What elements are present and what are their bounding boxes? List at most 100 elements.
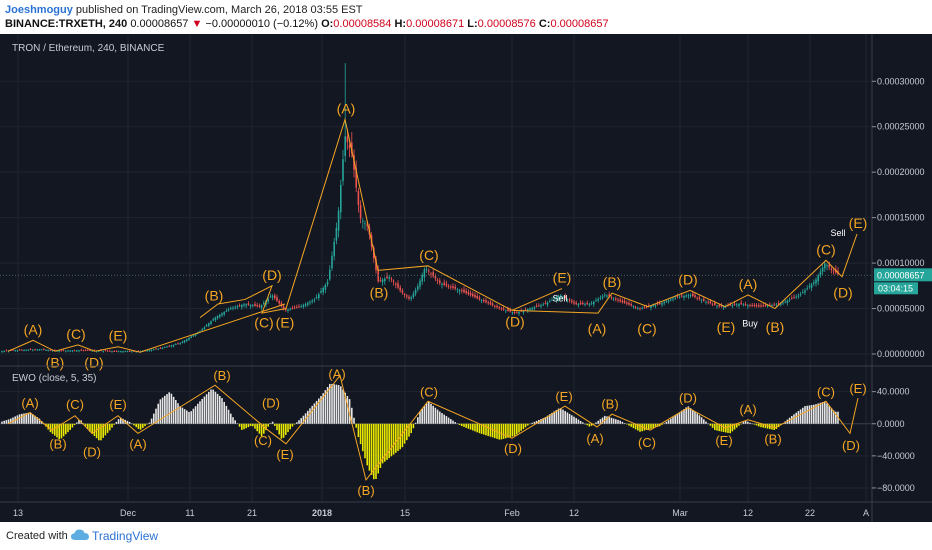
wave-label: (C): [419, 247, 438, 263]
oscillator-bar: [608, 417, 610, 424]
oscillator-wave-label: (B): [357, 483, 374, 498]
candle-body: [340, 184, 342, 213]
candle-body: [498, 307, 500, 309]
oscillator-wave-label: (A): [129, 436, 146, 451]
oscillator-bar: [73, 423, 76, 426]
oscillator-bar: [766, 423, 769, 429]
candle-body: [269, 296, 272, 298]
candle-body: [357, 191, 360, 205]
oscillator-bar: [617, 419, 619, 424]
candle-body: [254, 304, 256, 306]
oscillator-bar: [665, 421, 668, 424]
oscillator-wave-label: (B): [49, 436, 66, 451]
oscillator-bar: [821, 402, 824, 424]
oscillator-bar: [412, 423, 415, 429]
oscillator-bar: [190, 411, 192, 424]
oscillator-bar: [131, 423, 133, 425]
tradingview-cloud-icon[interactable]: [70, 528, 90, 542]
candle-body: [177, 343, 179, 345]
oscillator-bar: [236, 423, 239, 425]
candle-body: [480, 300, 483, 301]
oscillator-bar: [373, 423, 375, 480]
price-tick-label: 0.00000000: [877, 349, 925, 359]
candle-body: [232, 307, 234, 309]
oscillator-bar: [95, 423, 98, 439]
candle-body: [696, 297, 698, 299]
candle-body: [38, 349, 41, 351]
oscillator-wave-label: (C): [66, 397, 84, 412]
oscillator-bar: [518, 423, 520, 433]
candle-body: [571, 300, 573, 303]
oscillator-bar: [386, 423, 388, 460]
candle-body: [733, 303, 736, 305]
oscillator-bar: [562, 409, 564, 424]
oscillator-bar: [280, 423, 283, 439]
candle-body: [720, 305, 723, 307]
candle-body: [595, 300, 597, 302]
candle-body: [751, 304, 753, 306]
candle-body: [588, 304, 591, 305]
oscillator-bar: [797, 411, 800, 424]
candle-body: [590, 303, 593, 304]
oscillator-bar: [252, 423, 254, 427]
wave-label: (A): [337, 100, 356, 116]
oscillator-tick-label: 0.0000: [877, 419, 905, 429]
chart-canvas[interactable]: (A)(B)(C)(D)(E)(B)(C)(D)(E)(A)(B)(C)(D)(…: [0, 34, 932, 522]
oscillator-bar: [417, 417, 419, 424]
oscillator-bar: [692, 409, 694, 424]
candle-body: [606, 295, 608, 297]
candle-body: [186, 339, 188, 341]
oscillator-bar: [505, 423, 507, 439]
candle-body: [747, 305, 749, 307]
candle-body: [540, 305, 542, 307]
oscillator-bar: [148, 422, 151, 424]
oscillator-bar: [703, 419, 705, 424]
oscillator-bar: [58, 423, 60, 440]
oscillator-bar: [177, 403, 179, 424]
oscillator-bar: [531, 422, 533, 424]
oscillator-bar: [84, 423, 87, 427]
candle-body: [322, 287, 324, 293]
candle-body: [337, 210, 340, 231]
oscillator-bar: [311, 405, 313, 424]
oscillator-bar: [159, 399, 162, 424]
candle-body: [738, 304, 740, 306]
time-axis[interactable]: 13 Dec 11 21 2018 15 Feb 12 Mar 12 22 A: [13, 508, 869, 518]
oscillator-bar: [375, 423, 377, 480]
oscillator-wave-label: (D): [842, 438, 860, 453]
oscillator-bar: [403, 423, 406, 444]
oscillator-bar: [579, 420, 582, 424]
candle-body: [821, 267, 824, 272]
publisher-name[interactable]: Joeshmoguy: [5, 4, 73, 16]
candle-body: [465, 290, 467, 294]
oscillator-bar: [681, 410, 683, 424]
candle-body: [5, 350, 8, 352]
candle-body: [34, 349, 36, 351]
oscillator-bar: [135, 423, 137, 428]
candle-body: [54, 350, 56, 351]
oscillator-bar: [533, 421, 536, 424]
price-axis[interactable]: 0.00030000 0.00025000 0.00020000 0.00015000…: [872, 76, 932, 359]
price-pane[interactable]: (A)(B)(C)(D)(E)(B)(C)(D)(E)(A)(B)(C)(D)(…: [0, 63, 872, 370]
candle-body: [461, 290, 463, 292]
candle-body: [533, 307, 536, 309]
tradingview-brand[interactable]: TradingView: [92, 529, 159, 543]
oscillator-axis[interactable]: 40.0000 0.0000 −40.0000 −80.0000: [872, 387, 915, 493]
oscillator-wave-label: (A): [739, 402, 756, 417]
oscillator-bar: [551, 412, 553, 424]
oscillator-bar: [439, 411, 441, 424]
candle-body: [252, 305, 254, 307]
candle-body: [89, 350, 91, 351]
oscillator-pane[interactable]: (A) (B) (C) (D) (E) (A) (B) (C) (D) (E) (A) (B) (C) (…: [0, 367, 872, 498]
oscillator-bar: [764, 423, 767, 429]
wave-label: (D): [678, 271, 697, 287]
candle-body: [117, 351, 120, 353]
candle-body: [773, 304, 775, 306]
oscillator-bar: [51, 423, 54, 434]
oscillator-bar: [507, 423, 509, 438]
oscillator-bar: [621, 421, 624, 424]
wave-label: (B): [603, 274, 622, 290]
candle-body: [628, 302, 630, 305]
oscillator-bar: [824, 401, 826, 424]
candle-body: [192, 335, 195, 337]
